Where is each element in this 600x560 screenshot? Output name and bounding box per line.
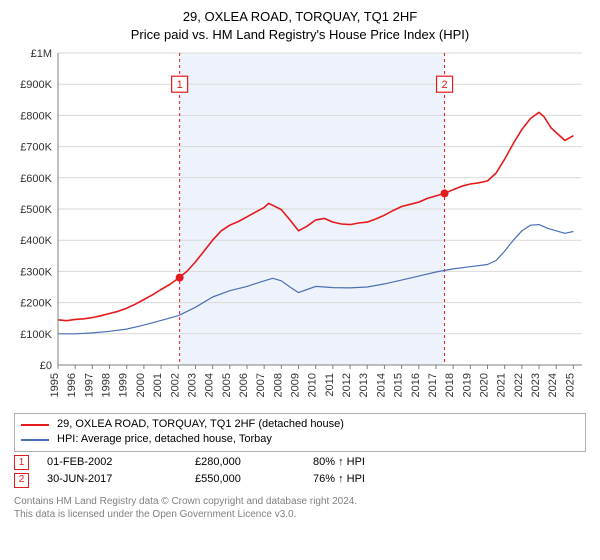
svg-text:2012: 2012 [341,373,353,397]
footer-line2: This data is licensed under the Open Gov… [14,508,586,521]
svg-text:2002: 2002 [169,373,181,397]
svg-text:£0: £0 [40,360,52,372]
svg-text:1999: 1999 [118,373,130,397]
svg-text:2: 2 [441,79,447,91]
svg-text:1998: 1998 [101,373,113,397]
svg-text:2019: 2019 [461,373,473,397]
svg-text:2007: 2007 [255,373,267,397]
sale-price: £280,000 [195,454,295,472]
sale-row: 2 30-JUN-2017 £550,000 76% ↑ HPI [14,471,586,489]
svg-text:£300K: £300K [20,266,52,278]
svg-text:£400K: £400K [20,235,52,247]
svg-text:£100K: £100K [20,329,52,341]
line-chart-svg: £0 £100K £200K £300K £400K £500K £600K £700K £80… [10,47,590,407]
legend-label: 29, OXLEA ROAD, TORQUAY, TQ1 2HF (detach… [57,417,344,432]
sale-row: 1 01-FEB-2002 £280,000 80% ↑ HPI [14,454,586,472]
svg-text:2022: 2022 [513,373,525,397]
legend-swatch [21,439,49,441]
svg-text:2011: 2011 [324,373,336,397]
svg-text:2000: 2000 [135,373,147,397]
svg-text:2016: 2016 [410,373,422,397]
svg-text:2006: 2006 [238,373,250,397]
svg-text:2005: 2005 [221,373,233,397]
legend-box: 29, OXLEA ROAD, TORQUAY, TQ1 2HF (detach… [14,413,586,452]
legend-row: 29, OXLEA ROAD, TORQUAY, TQ1 2HF (detach… [21,417,579,432]
svg-text:2024: 2024 [547,373,559,397]
svg-text:2003: 2003 [186,373,198,397]
title-line1: 29, OXLEA ROAD, TORQUAY, TQ1 2HF [10,8,590,26]
svg-text:£200K: £200K [20,298,52,310]
svg-text:£700K: £700K [20,142,52,154]
svg-text:1996: 1996 [66,373,78,397]
svg-text:2023: 2023 [530,373,542,397]
svg-text:1995: 1995 [49,373,61,397]
sale-hpi-delta: 76% ↑ HPI [313,471,365,489]
svg-text:2004: 2004 [204,373,216,397]
svg-text:2021: 2021 [496,373,508,397]
svg-text:£500K: £500K [20,204,52,216]
svg-text:2001: 2001 [152,373,164,397]
sale-date: 01-FEB-2002 [47,454,177,472]
svg-text:2010: 2010 [307,373,319,397]
legend-swatch [21,424,49,426]
svg-text:£900K: £900K [20,79,52,91]
svg-text:2020: 2020 [479,373,491,397]
svg-text:2015: 2015 [393,373,405,397]
svg-text:£600K: £600K [20,173,52,185]
legend-row: HPI: Average price, detached house, Torb… [21,432,579,447]
svg-text:1: 1 [177,79,183,91]
svg-text:2008: 2008 [272,373,284,397]
svg-text:£800K: £800K [20,110,52,122]
sales-table: 1 01-FEB-2002 £280,000 80% ↑ HPI 2 30-JUN-201… [14,454,586,489]
chart-area: £0 £100K £200K £300K £400K £500K £600K £700K £80… [10,47,590,407]
legend-label: HPI: Average price, detached house, Torb… [57,432,272,447]
svg-text:2009: 2009 [290,373,302,397]
title-line2: Price paid vs. HM Land Registry's House … [10,26,590,44]
svg-text:£1M: £1M [31,48,52,60]
footer-attribution: Contains HM Land Registry data © Crown c… [14,495,586,521]
svg-text:2013: 2013 [358,373,370,397]
svg-text:2017: 2017 [427,373,439,397]
chart-title: 29, OXLEA ROAD, TORQUAY, TQ1 2HF Price p… [10,8,590,43]
footer-line1: Contains HM Land Registry data © Crown c… [14,495,586,508]
sale-marker-icon: 2 [14,473,29,488]
svg-text:1997: 1997 [83,373,95,397]
sale-hpi-delta: 80% ↑ HPI [313,454,365,472]
svg-text:2014: 2014 [375,373,387,397]
sale-marker-icon: 1 [14,455,29,470]
sale-price: £550,000 [195,471,295,489]
sale-date: 30-JUN-2017 [47,471,177,489]
svg-text:2018: 2018 [444,373,456,397]
svg-text:2025: 2025 [564,373,576,397]
